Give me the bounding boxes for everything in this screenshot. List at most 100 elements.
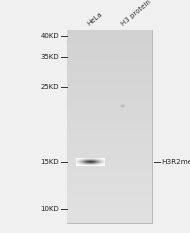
Bar — [67, 212, 152, 218]
Bar — [85, 162, 86, 163]
Bar — [94, 165, 95, 166]
Bar — [98, 162, 99, 163]
Bar — [102, 163, 103, 164]
Bar — [92, 158, 93, 159]
Bar — [81, 159, 82, 160]
Bar — [103, 164, 104, 165]
Bar — [78, 160, 79, 161]
Bar — [82, 162, 83, 163]
Bar — [88, 164, 89, 165]
Bar — [81, 161, 82, 162]
Bar — [84, 164, 85, 165]
Bar — [98, 164, 99, 165]
Bar — [82, 160, 83, 161]
Bar — [78, 159, 79, 160]
Bar — [96, 163, 97, 164]
Bar — [93, 160, 94, 161]
Bar — [90, 159, 91, 160]
Bar — [102, 158, 103, 159]
Bar — [95, 164, 96, 165]
Bar — [87, 162, 88, 163]
Bar — [103, 159, 104, 160]
Bar — [83, 160, 84, 161]
Bar — [67, 63, 152, 69]
Bar — [82, 165, 83, 166]
Bar — [78, 165, 79, 166]
Bar — [83, 165, 84, 166]
Bar — [78, 161, 79, 162]
Bar — [80, 159, 81, 160]
Bar — [85, 158, 86, 159]
Bar — [83, 164, 84, 165]
Bar — [87, 165, 88, 166]
Bar — [79, 162, 80, 163]
Bar — [81, 165, 82, 166]
Bar — [99, 162, 100, 163]
Bar — [101, 159, 102, 160]
Bar — [82, 159, 83, 160]
Ellipse shape — [120, 104, 125, 108]
Bar — [80, 164, 81, 165]
Bar — [83, 165, 84, 166]
Bar — [100, 165, 101, 166]
Bar — [97, 159, 98, 160]
Bar — [83, 159, 84, 160]
Bar — [98, 160, 99, 161]
Bar — [92, 159, 93, 160]
Bar — [87, 160, 88, 161]
Bar — [86, 161, 87, 162]
Bar — [67, 112, 152, 117]
Bar — [101, 164, 102, 165]
Bar — [67, 198, 152, 203]
Bar — [95, 161, 96, 162]
Bar — [84, 161, 85, 162]
Bar — [84, 164, 85, 165]
Bar — [85, 161, 86, 162]
Bar — [95, 162, 96, 163]
Bar — [79, 161, 80, 162]
Bar — [82, 163, 83, 164]
Bar — [78, 162, 79, 163]
Bar — [91, 163, 92, 164]
Bar — [83, 161, 84, 162]
Bar — [84, 159, 85, 160]
Bar — [79, 160, 80, 161]
Bar — [76, 158, 77, 159]
Bar — [90, 165, 91, 166]
Bar — [101, 159, 102, 160]
Bar — [102, 162, 103, 163]
Bar — [92, 163, 93, 164]
Bar — [93, 163, 94, 164]
Bar — [90, 164, 91, 165]
Bar — [79, 161, 80, 162]
Bar — [80, 163, 81, 164]
Bar — [99, 163, 100, 164]
Bar — [98, 158, 99, 159]
Bar — [81, 159, 82, 160]
Bar — [101, 162, 102, 163]
Bar — [97, 162, 98, 163]
Bar — [82, 165, 83, 166]
Bar — [97, 160, 98, 161]
Bar — [93, 159, 94, 160]
Bar — [76, 160, 77, 161]
Bar — [82, 164, 83, 165]
Bar — [83, 158, 84, 159]
Bar — [89, 158, 90, 159]
Bar — [82, 158, 83, 159]
Bar — [88, 158, 89, 159]
Bar — [79, 163, 80, 164]
Bar — [97, 163, 98, 164]
Bar — [96, 162, 97, 163]
Bar — [104, 162, 105, 163]
Text: 15KD: 15KD — [40, 159, 59, 165]
Bar — [67, 88, 152, 93]
Bar — [67, 179, 152, 184]
Bar — [89, 163, 90, 164]
Bar — [97, 165, 98, 166]
Bar — [83, 164, 84, 165]
Bar — [97, 164, 98, 165]
Bar — [81, 161, 82, 162]
Bar — [77, 160, 78, 161]
Bar — [86, 158, 87, 159]
